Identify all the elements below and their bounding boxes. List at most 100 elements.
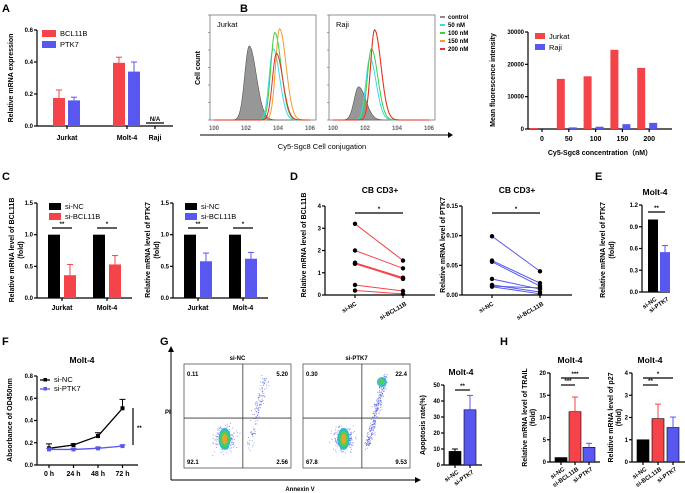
panel-g-flow-dot <box>372 427 374 429</box>
panel-g-flow-dot <box>212 455 214 456</box>
panel-g-flow-dot <box>383 385 385 387</box>
panel-c2-legend-label: si-BCL11B <box>201 212 236 221</box>
panel-g-flow-dot <box>384 376 386 378</box>
panel-d2-significance-label: * <box>515 207 518 213</box>
panel-e-y-tick-label: 0.0 <box>630 290 639 296</box>
panel-d1-point <box>352 248 358 253</box>
panel-g-flow-dot <box>219 426 221 428</box>
panel-g-flow-dot <box>378 403 380 405</box>
panel-g-flow-dot <box>377 403 379 405</box>
panel-g-flow-dot <box>373 425 375 427</box>
panel-g-flow-dot <box>217 433 219 435</box>
panel-g-flow-dot <box>336 432 338 434</box>
panel-g-flow-dot <box>381 394 383 396</box>
panel-g-flow-dot <box>381 389 383 391</box>
panel-g-flow-dot <box>223 453 225 455</box>
panel-g-flow-dot <box>373 427 375 429</box>
panel-g-flow-dot <box>254 409 256 411</box>
panel-g-flow-dot <box>267 381 269 383</box>
panel-g-flow-dot <box>386 382 388 384</box>
panel-g-flow-dot <box>344 452 346 454</box>
panel-g-quadrant-ur: 22.4 <box>395 372 407 378</box>
panel-g-flow-dot <box>337 444 339 446</box>
panel-g-flow-dot <box>367 445 369 447</box>
panel-g-flow-dot <box>259 395 261 396</box>
panel-g-flow-dot <box>367 436 369 438</box>
panel-h2-significance-label: * <box>657 372 660 378</box>
panel-g-flow-dot <box>255 405 257 407</box>
panel-g-flow-dot <box>375 411 377 413</box>
panel-h1-y-tick-label: 10 <box>539 416 546 422</box>
panel-g-flow-dot <box>231 434 233 436</box>
panel-c1-legend-swatch <box>49 213 61 220</box>
panel-g-flow-dot <box>379 410 381 412</box>
panel-g-y-label: PI <box>165 410 171 416</box>
panel-h1-y-tick-label: 15 <box>539 393 546 399</box>
panel-g-flow-dot <box>261 395 263 397</box>
panel-g-flow-dot <box>335 439 336 441</box>
panel-b-bar-x-tick-label: 50 <box>565 136 573 143</box>
panel-g-flow-dot <box>258 404 260 406</box>
panel-g-flow-dot <box>258 416 260 418</box>
panel-g-flow-dot <box>352 445 354 447</box>
panel-g-flow-dot <box>372 425 374 427</box>
panel-g-flow-dot <box>378 395 380 397</box>
panel-g-flow-dot <box>383 373 385 375</box>
panel-a-bar <box>53 98 65 126</box>
panel-f-legend-label: si-PTK7 <box>54 384 81 393</box>
panel-g-flow-dot <box>215 436 217 438</box>
panel-h2-bar <box>636 439 650 463</box>
panel-g-flow-dot <box>215 439 217 441</box>
panel-h2-y-label: Relative mRNA level of p27 <box>608 372 615 462</box>
panel-g-flow-dot <box>382 396 384 397</box>
panel-g-flow-dot <box>355 438 357 440</box>
panel-b-hist-x-arrow <box>448 132 453 138</box>
panel-g-flow-dot <box>370 422 372 424</box>
panel-label-e: E <box>595 171 602 183</box>
panel-label-d: D <box>290 171 298 183</box>
panel-g-flow-dot <box>374 434 376 436</box>
panel-g-flow-dot <box>374 427 376 428</box>
panel-d1-y-tick-label: 0 <box>318 293 322 299</box>
panel-g-flow-dot <box>232 443 234 445</box>
panel-c1-x-tick-label: Molt-4 <box>97 305 118 312</box>
panel-label-b: B <box>240 3 248 15</box>
panel-g-flow-dot <box>382 395 384 397</box>
panel-g-flow-dot <box>374 423 376 425</box>
panel-g-flow-dot <box>355 436 357 438</box>
panel-g-flow-dot <box>330 430 332 432</box>
panel-g-flow-dot <box>229 449 231 451</box>
panel-g-flow-dot <box>226 426 228 428</box>
panel-b-hist-curve-200nm <box>214 52 310 121</box>
panel-g-flow-dot <box>349 429 350 431</box>
panel-g-density-inner <box>341 433 347 444</box>
panel-g-flow-dot <box>349 437 351 439</box>
panel-g-flow-dot <box>231 441 233 443</box>
panel-g-quadrant-ul: 0.11 <box>187 372 199 378</box>
panel-g-flow-dot <box>239 432 241 434</box>
panel-h1-y-tick-label: 5 <box>543 438 547 444</box>
panel-g-y-arrow <box>168 346 174 352</box>
panel-g-flow-dot <box>236 447 238 449</box>
panel-g-flow-dot <box>382 392 383 394</box>
panel-g-flow-dot <box>342 451 344 453</box>
panel-g-flow-dot <box>219 428 221 430</box>
panel-g-flow-dot <box>383 390 385 391</box>
panel-g-flow-dot <box>371 437 373 439</box>
panel-g-flow-dot <box>349 439 351 441</box>
panel-d2-pair-line <box>491 285 541 289</box>
panel-g-flow-dot <box>351 432 352 434</box>
panel-g-flow-dot <box>383 388 384 390</box>
panel-g-flow-dot <box>375 404 377 406</box>
panel-g-flow-dot <box>373 426 375 428</box>
panel-g-flow-dot <box>231 439 233 441</box>
panel-c1-legend-label: si-NC <box>65 202 84 211</box>
panel-g-flow-dot <box>259 404 261 406</box>
panel-g-flow-dot <box>367 441 369 443</box>
panel-g-bar-title: Molt-4 <box>448 367 473 377</box>
panel-g-quadrant-lr: 9.53 <box>395 460 407 466</box>
panel-g-flow-title: si-NC <box>230 356 246 362</box>
panel-g-flow-dot <box>215 444 217 446</box>
panel-g-flow-dot <box>232 443 234 445</box>
panel-b-hist-x-tick-label: 106 <box>424 126 435 132</box>
